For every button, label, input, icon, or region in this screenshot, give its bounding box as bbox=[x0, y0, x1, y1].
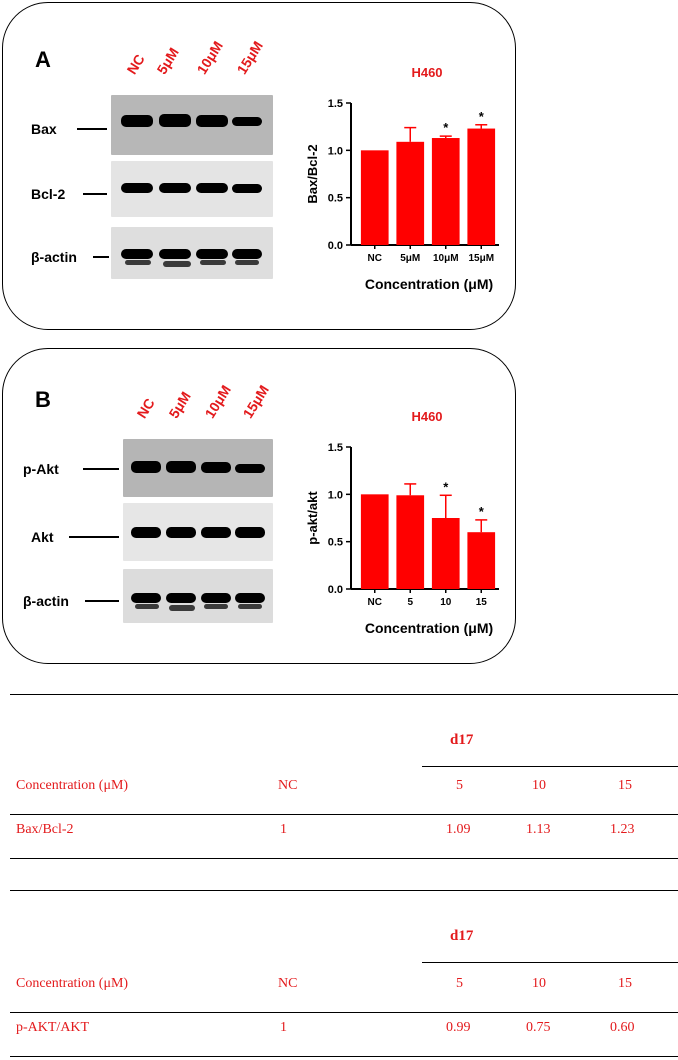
table-cell: 1 bbox=[280, 1020, 287, 1035]
significance-marker: * bbox=[443, 479, 449, 494]
lane-label: 15μM bbox=[233, 38, 266, 77]
lane-label: 10μM bbox=[201, 382, 234, 421]
y-axis-label: Bax/Bcl-2 bbox=[305, 144, 320, 203]
y-tick-label: 0.0 bbox=[328, 584, 343, 596]
panel-b: B NC 5μM 10μM 15μM p-Akt Akt β-actin H46… bbox=[2, 348, 516, 664]
bar bbox=[360, 150, 389, 245]
bar bbox=[360, 494, 389, 589]
y-tick-label: 0.0 bbox=[328, 240, 343, 252]
table-cell: 0.60 bbox=[610, 1020, 635, 1035]
x-axis-label: Concentration (μM) bbox=[365, 620, 493, 636]
lane-label: 15μM bbox=[239, 382, 272, 421]
bar bbox=[467, 128, 496, 245]
western-blot-bax bbox=[111, 95, 273, 155]
row-label-bax: Bax bbox=[31, 121, 57, 137]
lane-label: NC bbox=[123, 51, 148, 77]
y-axis-label: p-akt/akt bbox=[305, 491, 320, 545]
lane-label: 5μM bbox=[165, 388, 194, 421]
table-cell: 1.13 bbox=[526, 822, 551, 837]
table-header-cell: 15 bbox=[618, 778, 632, 793]
row-tick bbox=[85, 600, 119, 602]
x-tick-label: NC bbox=[368, 253, 382, 264]
bar bbox=[396, 141, 425, 245]
data-table-p-akt-akt: d17 Concentration (μM) NC 5 10 15 p-AKT/… bbox=[10, 890, 678, 1060]
y-tick-label: 1.0 bbox=[328, 145, 343, 157]
significance-marker: * bbox=[443, 120, 449, 135]
chart-title: H460 bbox=[411, 65, 442, 80]
table-cell: 0.75 bbox=[526, 1020, 551, 1035]
x-tick-label: 10 bbox=[440, 597, 452, 608]
table-cell: 1 bbox=[280, 822, 287, 837]
row-label-beta-actin: β-actin bbox=[23, 593, 69, 609]
table-row-label: p-AKT/AKT bbox=[16, 1020, 90, 1035]
table-group-label: d17 bbox=[450, 732, 474, 748]
table-group-label: d17 bbox=[450, 928, 474, 944]
table-cell: 1.23 bbox=[610, 822, 635, 837]
table-header-cell: Concentration (μM) bbox=[16, 976, 129, 991]
data-table-bax-bcl2: d17 Concentration (μM) NC 5 10 15 Bax/Bc… bbox=[10, 694, 678, 864]
table-header-cell: 10 bbox=[532, 778, 546, 793]
table-header-cell: NC bbox=[278, 976, 298, 991]
panel-letter: A bbox=[35, 47, 51, 72]
significance-marker: * bbox=[479, 504, 485, 519]
bar bbox=[431, 518, 460, 589]
table-header-cell: 15 bbox=[618, 976, 632, 991]
row-tick bbox=[77, 128, 107, 130]
lane-label: 5μM bbox=[153, 44, 182, 77]
x-tick-label: 5 bbox=[407, 597, 413, 608]
x-tick-label: 5μM bbox=[400, 253, 420, 264]
table-header-cell: 5 bbox=[456, 778, 463, 793]
x-axis-label: Concentration (μM) bbox=[365, 276, 493, 292]
row-tick bbox=[93, 256, 109, 258]
panel-letter: B bbox=[35, 387, 51, 412]
panel-a: A NC 5μM 10μM 15μM Bax Bcl-2 β-actin H46… bbox=[2, 2, 516, 330]
y-tick-label: 1.5 bbox=[328, 98, 343, 110]
western-blot-bcl2 bbox=[111, 161, 273, 217]
row-tick bbox=[69, 536, 119, 538]
western-blot-beta-actin bbox=[123, 569, 273, 623]
x-tick-label: 15μM bbox=[468, 253, 494, 264]
table-row-label: Bax/Bcl-2 bbox=[16, 822, 74, 837]
lane-label: NC bbox=[133, 395, 158, 421]
y-tick-label: 1.0 bbox=[328, 489, 343, 501]
table-cell: 0.99 bbox=[446, 1020, 471, 1035]
significance-marker: * bbox=[479, 109, 485, 124]
row-label-beta-actin: β-actin bbox=[31, 249, 77, 265]
western-blot-akt bbox=[123, 503, 273, 561]
x-tick-label: NC bbox=[368, 597, 382, 608]
x-tick-label: 15 bbox=[476, 597, 488, 608]
row-label-bcl2: Bcl-2 bbox=[31, 186, 66, 202]
y-tick-label: 0.5 bbox=[328, 193, 343, 205]
row-tick bbox=[83, 193, 107, 195]
western-blot-beta-actin bbox=[111, 227, 273, 279]
table-header-cell: Concentration (μM) bbox=[16, 778, 129, 793]
western-blot-p-akt bbox=[123, 439, 273, 497]
y-tick-label: 1.5 bbox=[328, 442, 343, 454]
table-header-cell: 10 bbox=[532, 976, 546, 991]
x-tick-label: 10μM bbox=[433, 253, 459, 264]
row-label-akt: Akt bbox=[31, 529, 54, 545]
lane-label: 10μM bbox=[193, 38, 226, 77]
bar bbox=[396, 495, 425, 589]
bar bbox=[431, 138, 460, 245]
y-tick-label: 0.5 bbox=[328, 537, 343, 549]
row-tick bbox=[83, 468, 119, 470]
bar bbox=[467, 532, 496, 589]
row-label-p-akt: p-Akt bbox=[23, 461, 59, 477]
bar-chart-a: H460 0.0 0.5 1.0 1.5 Bax/Bcl-2 NC 5μM * 10μM * 15μM… bbox=[305, 65, 499, 292]
chart-title: H460 bbox=[411, 409, 442, 424]
table-header-cell: 5 bbox=[456, 976, 463, 991]
table-header-cell: NC bbox=[278, 778, 298, 793]
table-cell: 1.09 bbox=[446, 822, 471, 837]
bar-chart-b: H460 0.0 0.5 1.0 1.5 p-akt/akt NC 5 * 10 * 15 Concen… bbox=[305, 409, 499, 636]
